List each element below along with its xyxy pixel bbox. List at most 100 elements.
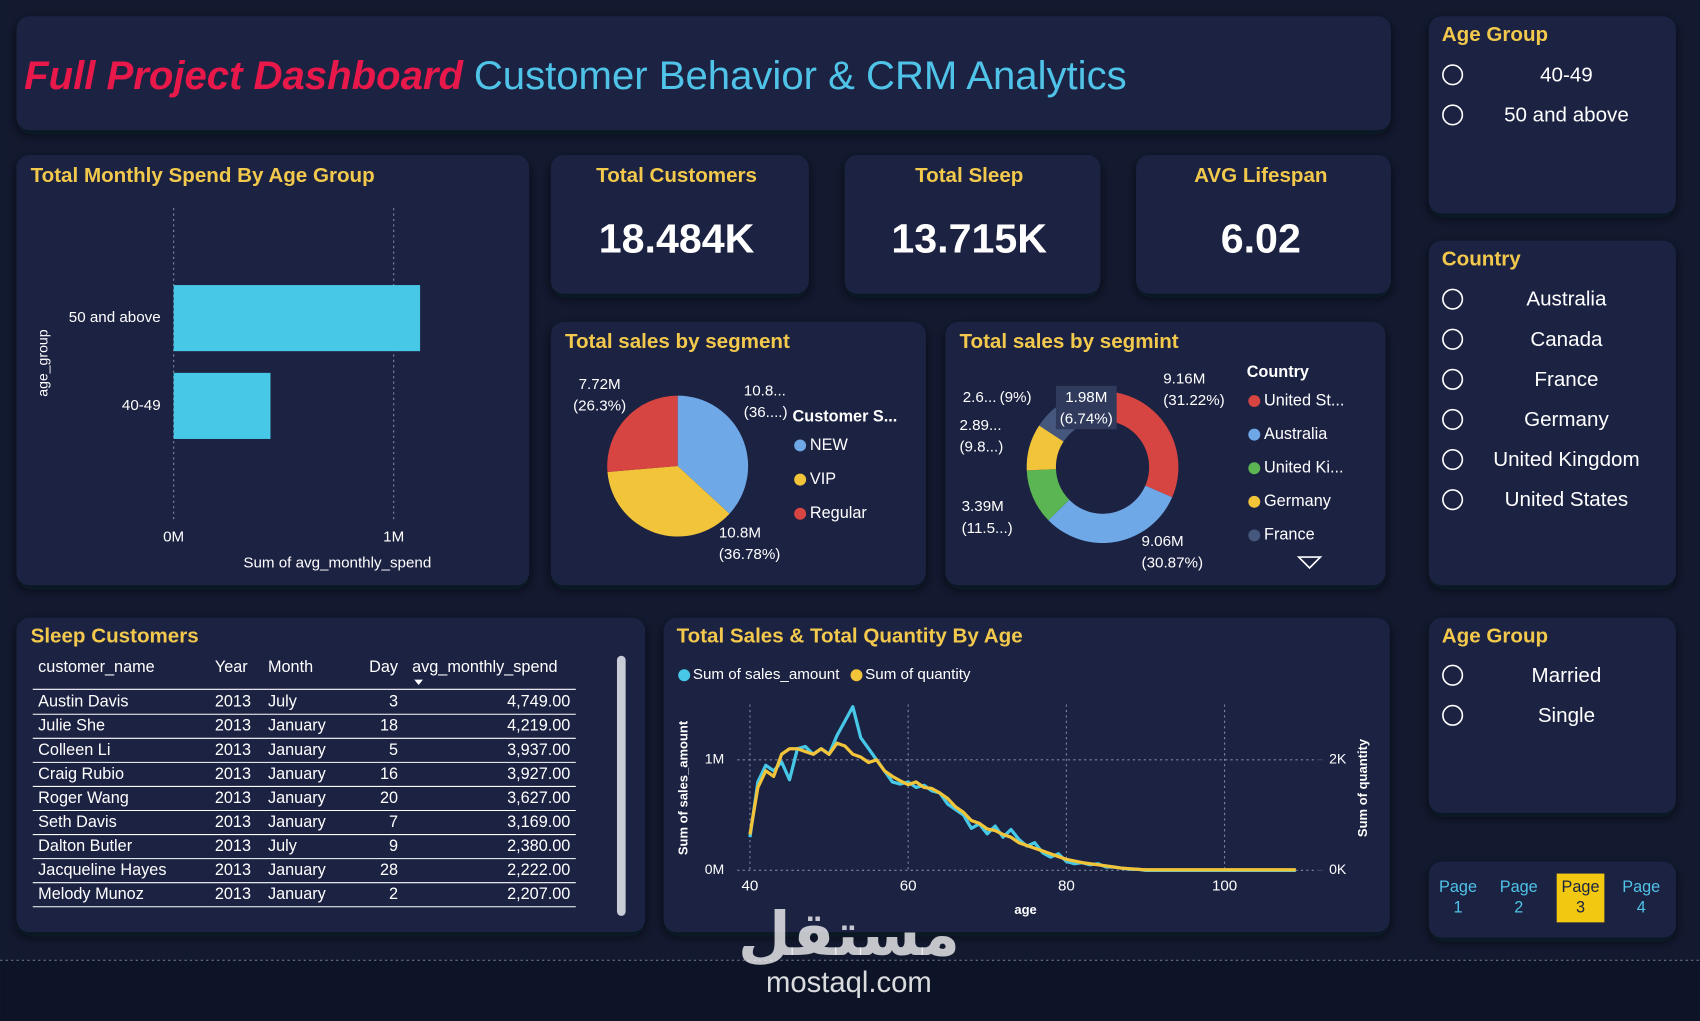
x-axis-title: age	[1014, 902, 1036, 917]
card	[1428, 240, 1676, 586]
radio-button[interactable]	[1442, 288, 1464, 310]
page-button[interactable]: Page 4	[1621, 877, 1662, 920]
x-tick-label: 100	[1212, 878, 1237, 895]
card	[1428, 861, 1676, 938]
scrollbar[interactable]	[616, 655, 626, 916]
legend-swatch	[1248, 395, 1261, 407]
slicer-item[interactable]: France	[1534, 368, 1598, 391]
slicer-title: Age Group	[1442, 23, 1548, 46]
y-tick-label: 0M	[705, 861, 725, 877]
data-label: 10.8...	[744, 382, 786, 399]
y-axis-title: Sum of sales_amount	[676, 720, 691, 855]
slicer-item[interactable]: 50 and above	[1504, 103, 1629, 126]
page-button[interactable]: Page 3	[1560, 877, 1601, 920]
legend-swatch	[1248, 529, 1261, 542]
table-cell: January	[268, 765, 327, 783]
legend-swatch	[794, 439, 807, 452]
page-label[interactable]: Page 3	[1561, 877, 1600, 917]
radio-button[interactable]	[1442, 408, 1464, 431]
table-cell: 28	[380, 861, 398, 879]
radio-button[interactable]	[1442, 448, 1464, 471]
table-cell: Roger Wang	[38, 789, 129, 807]
page-button[interactable]: Page 2	[1498, 877, 1539, 920]
table-cell: 20	[380, 789, 398, 807]
page-label[interactable]: Page 1	[1439, 877, 1478, 917]
kpi-label: Total Customers	[596, 164, 757, 187]
table-cell: 2	[389, 885, 398, 903]
table-cell: 9	[389, 837, 398, 855]
table-cell: 2,380.00	[507, 837, 570, 855]
table-cell: Julie She	[38, 717, 105, 735]
data-label-percent: (11.5...)	[962, 520, 1013, 537]
card	[844, 154, 1101, 294]
label-highlight	[1055, 385, 1117, 430]
table-cell: 7	[389, 813, 398, 831]
legend-label: VIP	[810, 470, 836, 488]
column-header: Year	[215, 658, 248, 676]
data-label-percent: (31.22%)	[1163, 392, 1225, 409]
donut-slice	[1102, 391, 1179, 498]
slicer-item[interactable]: Married	[1532, 664, 1602, 687]
page-label[interactable]: Page 4	[1622, 877, 1661, 917]
table-cell: January	[268, 885, 327, 903]
radio-button[interactable]	[1442, 704, 1464, 726]
radio-button[interactable]	[1442, 368, 1464, 390]
chart-title: Total sales by segment	[565, 330, 790, 353]
card	[16, 16, 1391, 131]
y-tick-label: 1M	[705, 751, 725, 767]
table-cell: 2013	[215, 693, 251, 711]
radio-button[interactable]	[1442, 664, 1464, 686]
legend-swatch	[1248, 428, 1261, 441]
legend-label: Australia	[1264, 425, 1328, 443]
card	[1428, 617, 1676, 813]
radio-button[interactable]	[1442, 489, 1464, 511]
legend-label: United Ki...	[1264, 459, 1343, 477]
bar	[173, 285, 421, 352]
legend-swatch	[1248, 495, 1261, 508]
radio-button[interactable]	[1442, 104, 1464, 126]
pie-slice	[607, 466, 730, 537]
table-cell: Dalton Butler	[38, 837, 133, 855]
slicer-item[interactable]: Germany	[1524, 408, 1609, 431]
data-label-percent: (36.78%)	[719, 546, 781, 563]
data-label: 3.39M	[962, 498, 1004, 515]
table-cell: 2013	[215, 717, 251, 735]
slicer-item[interactable]: Canada	[1530, 328, 1603, 351]
legend-scroll-arrow[interactable]	[1296, 556, 1323, 570]
table-cell: Colleen Li	[38, 741, 110, 759]
page-label[interactable]: Page 2	[1499, 877, 1538, 917]
y-axis-title: age_group	[34, 329, 50, 396]
data-label-percent: (30.87%)	[1142, 555, 1204, 572]
donut-slice	[1026, 425, 1064, 471]
table-cell: January	[268, 789, 327, 807]
table-cell: Melody Munoz	[38, 885, 144, 903]
slicer-title: Age Group	[1442, 625, 1548, 648]
table-cell: Jacqueline Hayes	[38, 861, 166, 879]
bar	[173, 372, 271, 439]
data-label: 9.16M	[1163, 370, 1205, 387]
legend-label: France	[1264, 526, 1315, 544]
slicer-item[interactable]: 40-49	[1540, 63, 1593, 86]
radio-button[interactable]	[1442, 328, 1464, 350]
slicer-item[interactable]: United States	[1505, 488, 1629, 511]
card	[1136, 154, 1391, 294]
y2-tick-label: 0K	[1329, 861, 1347, 877]
slicer-item[interactable]: United Kingdom	[1493, 448, 1639, 471]
page-button[interactable]: Page 1	[1437, 877, 1478, 920]
legend-label: Regular	[810, 504, 867, 522]
table-cell: 2013	[215, 885, 251, 903]
line-series	[748, 741, 1296, 872]
slicer-item[interactable]: Single	[1538, 704, 1595, 727]
data-label-percent: (6.74%)	[1060, 410, 1113, 427]
card	[550, 154, 809, 294]
data-label: 2.89...	[959, 417, 1001, 434]
y-tick-label: 40-49	[122, 397, 161, 414]
slicer-item[interactable]: Australia	[1526, 288, 1607, 311]
table-cell: 5	[389, 741, 398, 759]
table-cell: 2013	[215, 765, 251, 783]
table-cell: January	[268, 813, 327, 831]
radio-button[interactable]	[1442, 64, 1464, 86]
data-label: 9.06M	[1142, 533, 1184, 550]
data-label-percent: (9%)	[1000, 389, 1032, 406]
table-cell: July	[268, 693, 298, 711]
